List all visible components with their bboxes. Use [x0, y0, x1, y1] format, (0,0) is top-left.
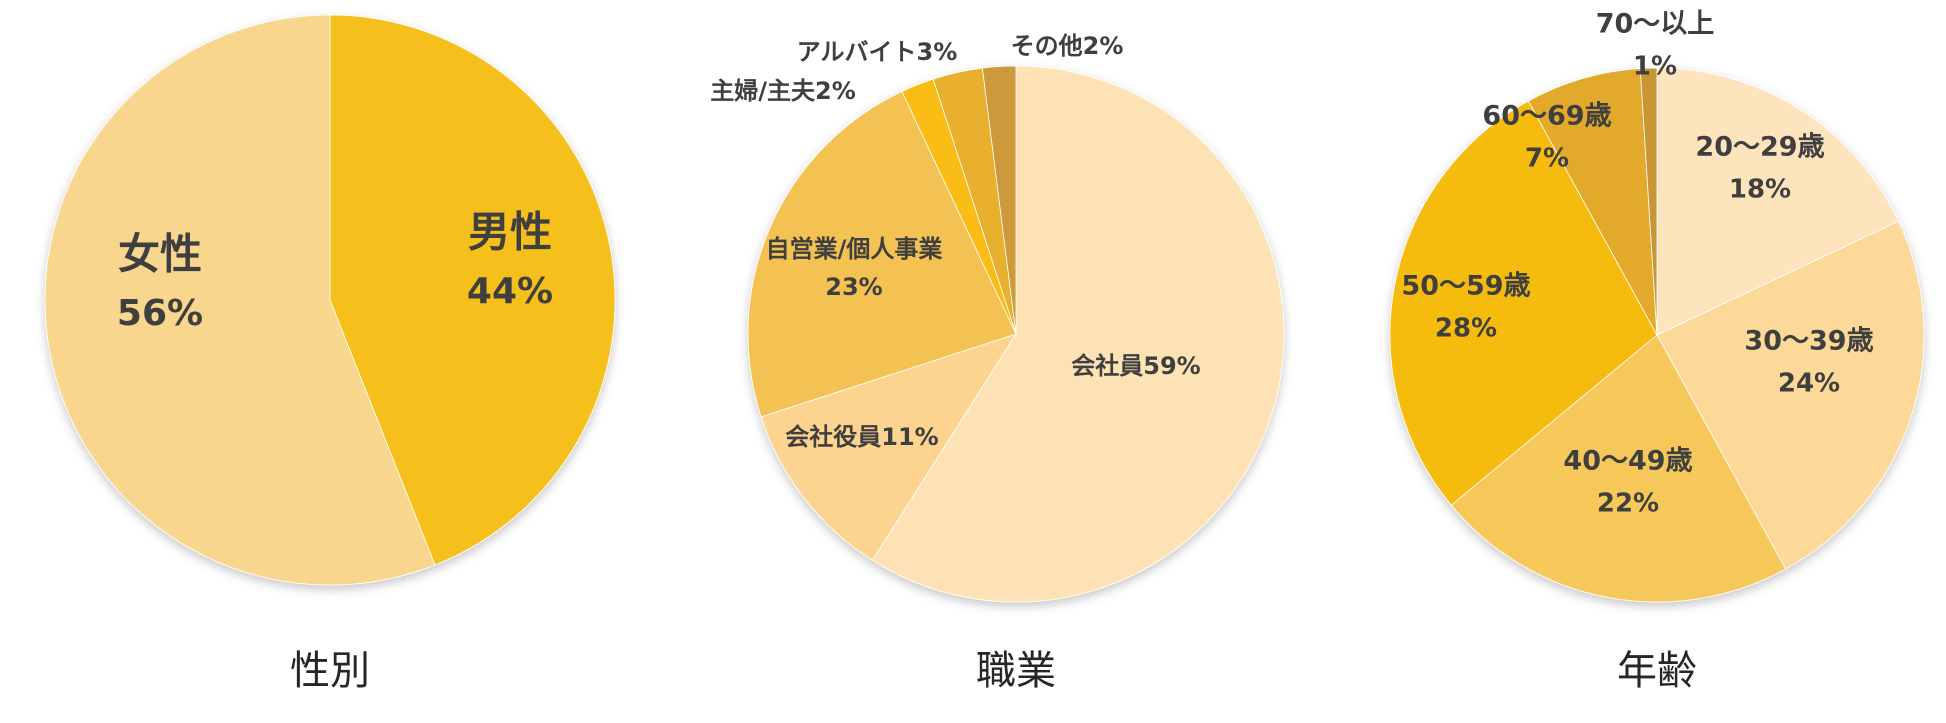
pie-2-slice-1: [871, 65, 1285, 603]
pie-chart-1: 男性 44% 女性 56% 性別: [44, 14, 616, 694]
pie-1-label-2: 女性: [118, 230, 202, 279]
pie-1-title: 性別: [290, 648, 370, 694]
pie-3-title: 年齢: [1617, 648, 1697, 694]
pie-3-value-1: 18%: [1729, 175, 1791, 205]
pie-3-slice-1: [1656, 67, 1900, 336]
pie-3-slice-6: [1639, 67, 1658, 336]
pie-3-slice-5: [1527, 68, 1658, 336]
pie-1-label-1: 男性: [468, 208, 552, 257]
pie-chart-2: 会社員59% 会社役員11% 自営業/個人事業 23% 主婦/主夫2% アルバイト3% その…: [710, 32, 1285, 694]
pie-1-slice-1: [329, 14, 616, 566]
pie-3-value-6: 1%: [1633, 52, 1677, 82]
pie-1-value-2: 56%: [117, 293, 203, 334]
pie-3-label-3: 40～49歳: [1563, 446, 1692, 477]
pie-3-slice-3: [1450, 334, 1787, 603]
pie-2-label-3: 自営業/個人事業: [766, 235, 943, 263]
pie-1-slices: [44, 14, 616, 586]
pie-3-slice-2: [1656, 220, 1925, 570]
pie-1-value-1: 44%: [467, 271, 553, 312]
pie-2-slice-3: [747, 90, 1017, 418]
pie-2-label-1: 会社員59%: [1071, 352, 1200, 380]
pie-2-label-5: アルバイト3%: [797, 38, 958, 66]
pie-3-label-5: 60～69歳: [1482, 101, 1611, 132]
pie-2-label-6: その他2%: [1011, 32, 1124, 60]
pie-2-slice-6: [981, 65, 1017, 335]
pie-3-value-5: 7%: [1525, 144, 1569, 174]
pie-3-slices: [1389, 67, 1925, 603]
pie-3-value-4: 28%: [1435, 314, 1497, 344]
pie-2-value-3: 23%: [825, 273, 882, 301]
pie-2-label-2: 会社役員11%: [785, 423, 938, 451]
pie-chart-3: 20～29歳 18% 30～39歳 24% 40～49歳 22% 50～59歳 28% 60～6…: [1389, 9, 1925, 694]
pie-1-slice-2: [44, 14, 436, 586]
pie-3-label-1: 20～29歳: [1695, 132, 1824, 163]
pie-3-label-6: 70～以上: [1596, 9, 1715, 40]
pie-2-slice-2: [760, 333, 1017, 561]
pie-2-slices: [747, 65, 1285, 603]
pie-3-label-2: 30～39歳: [1744, 326, 1873, 357]
pie-3-label-4: 50～59歳: [1401, 271, 1530, 302]
pie-3-value-2: 24%: [1778, 369, 1840, 399]
pie-3-value-3: 22%: [1597, 489, 1659, 519]
pie-2-label-4: 主婦/主夫2%: [710, 77, 856, 105]
pie-3-slice-4: [1389, 100, 1658, 506]
pie-2-title: 職業: [976, 648, 1056, 694]
